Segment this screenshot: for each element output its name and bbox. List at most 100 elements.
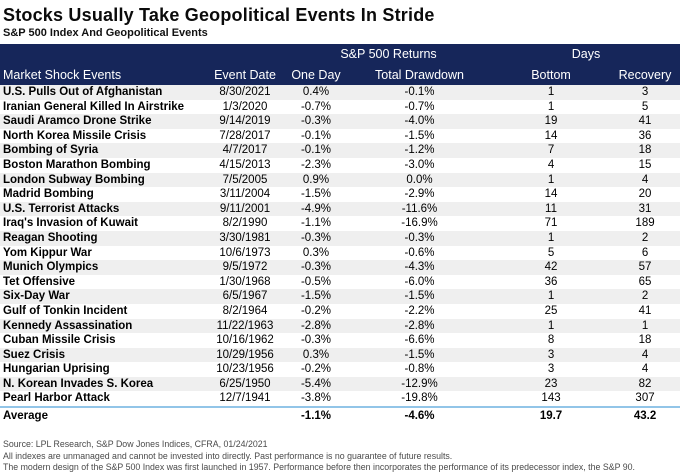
event-date-cell: 1/3/2020: [222, 100, 268, 113]
table-row: Tet Offensive 1/30/1968 -0.5% -6.0% 36 6…: [0, 275, 680, 290]
event-name-cell: U.S. Pulls Out of Afghanistan: [3, 86, 163, 98]
total-drawdown-cell: -6.6%: [404, 334, 435, 347]
total-drawdown-cell: -1.5%: [404, 129, 435, 142]
days-to-recovery-cell: 82: [638, 377, 652, 390]
table-row: Suez Crisis 10/29/1956 0.3% -1.5% 3 4: [0, 347, 680, 363]
days-to-bottom-cell: 36: [544, 275, 558, 288]
days-to-recovery-cell: 31: [638, 202, 652, 215]
days-to-recovery-cell: 41: [638, 115, 652, 128]
average-recovery-cell: 43.2: [610, 406, 680, 426]
event-date-cell: 10/6/1973: [219, 246, 271, 259]
table-row: Iranian General Killed In Airstrike 1/3/…: [0, 100, 680, 115]
days-to-recovery-cell: 307: [635, 392, 655, 405]
days-to-bottom-cell: 11: [545, 202, 557, 215]
table-row: Bombing of Syria 4/7/2017 -0.1% -1.2% 7 …: [0, 143, 680, 158]
event-date-cell: 6/5/1967: [222, 290, 268, 303]
event-date-cell: 10/16/1962: [216, 334, 274, 347]
days-to-bottom-cell: 143: [541, 392, 561, 405]
event-date-cell: 4/7/2017: [222, 144, 268, 157]
event-date-cell: 8/30/2021: [219, 86, 271, 98]
table-footer: Average -1.1% -4.6% 19.7 43.2: [0, 406, 680, 426]
one-day-return-cell: -0.1%: [300, 129, 332, 142]
total-drawdown-cell: -2.8%: [404, 319, 435, 332]
event-name-cell: North Korea Missile Crisis: [3, 129, 147, 142]
days-to-recovery-cell: 18: [638, 144, 652, 157]
event-name-cell: Yom Kippur War: [3, 246, 92, 259]
total-drawdown-cell: -0.3%: [404, 231, 435, 244]
total-drawdown-cell: -2.9%: [404, 188, 435, 201]
days-to-recovery-cell: 36: [638, 129, 652, 142]
days-to-recovery-cell: 189: [635, 217, 655, 230]
days-to-recovery-cell: 6: [641, 246, 649, 259]
one-day-return-cell: -3.8%: [300, 392, 332, 405]
table-row: Iraq's Invasion of Kuwait 8/2/1990 -1.1%…: [0, 216, 680, 231]
event-name-cell: Iraq's Invasion of Kuwait: [3, 217, 139, 230]
one-day-return-cell: -1.5%: [300, 290, 332, 303]
days-to-bottom-cell: 14: [544, 129, 558, 142]
days-to-recovery-cell: 65: [638, 275, 652, 288]
event-name-cell: Cuban Missile Crisis: [3, 334, 116, 347]
column-header-row: Market Shock Events Event Date One Day T…: [0, 64, 680, 85]
days-to-recovery-cell: 4: [641, 363, 649, 376]
total-drawdown-cell: -16.9%: [401, 217, 438, 230]
event-name-cell: Suez Crisis: [3, 348, 65, 361]
footnotes: Source: LPL Research, S&P Dow Jones Indi…: [0, 439, 680, 474]
total-drawdown-cell: -6.0%: [404, 275, 435, 288]
table-row: Boston Marathon Bombing 4/15/2013 -2.3% …: [0, 158, 680, 173]
column-header-total-drawdown: Total Drawdown: [347, 64, 493, 85]
event-date-cell: 9/11/2001: [219, 202, 271, 215]
total-drawdown-cell: -0.7%: [404, 100, 435, 113]
group-header-row: S&P 500 Returns Days: [0, 44, 680, 64]
table-body: U.S. Pulls Out of Afghanistan 8/30/2021 …: [0, 85, 680, 407]
event-date-cell: 6/25/1950: [219, 377, 271, 390]
column-header-market-shock-events: Market Shock Events: [0, 64, 205, 85]
days-to-recovery-cell: 1: [641, 319, 649, 332]
event-date-cell: 10/29/1956: [216, 348, 274, 361]
total-drawdown-cell: -4.0%: [404, 115, 435, 128]
table-row: Reagan Shooting 3/30/1981 -0.3% -0.3% 1 …: [0, 230, 680, 246]
days-to-bottom-cell: 4: [547, 158, 555, 171]
event-date-cell: 3/11/2004: [219, 188, 271, 201]
table-row: Saudi Aramco Drone Strike 9/14/2019 -0.3…: [0, 114, 680, 129]
days-to-bottom-cell: 3: [547, 363, 555, 376]
event-name-cell: Bombing of Syria: [3, 144, 99, 157]
one-day-return-cell: -0.2%: [300, 304, 332, 317]
event-date-cell: 8/2/1990: [222, 217, 268, 230]
total-drawdown-cell: -0.6%: [404, 246, 435, 259]
total-drawdown-cell: -19.8%: [401, 392, 438, 405]
days-to-recovery-cell: 18: [638, 334, 652, 347]
total-drawdown-cell: -11.6%: [401, 202, 438, 215]
table-row: Six-Day War 6/5/1967 -1.5% -1.5% 1 2: [0, 289, 680, 304]
event-name-cell: Hungarian Uprising: [3, 363, 110, 376]
event-date-cell: 9/5/1972: [222, 261, 268, 274]
one-day-return-cell: -5.4%: [300, 377, 332, 390]
table-row: Gulf of Tonkin Incident 8/2/1964 -0.2% -…: [0, 304, 680, 319]
table-row: North Korea Missile Crisis 7/28/2017 -0.…: [0, 129, 680, 144]
days-to-bottom-cell: 71: [544, 217, 558, 230]
one-day-return-cell: -1.1%: [300, 217, 332, 230]
days-to-bottom-cell: 8: [547, 334, 555, 347]
one-day-return-cell: -0.5%: [300, 275, 332, 288]
days-to-bottom-cell: 1: [547, 100, 555, 113]
event-name-cell: U.S. Terrorist Attacks: [3, 202, 120, 215]
event-date-cell: 8/2/1964: [222, 304, 268, 317]
days-to-bottom-cell: 3: [547, 348, 555, 361]
event-date-cell: 3/30/1981: [219, 231, 271, 244]
event-name-cell: London Subway Bombing: [3, 173, 145, 186]
one-day-return-cell: -0.3%: [300, 334, 332, 347]
total-drawdown-cell: -12.9%: [401, 377, 438, 390]
event-date-cell: 7/5/2005: [222, 173, 268, 186]
event-name-cell: Madrid Bombing: [3, 188, 94, 201]
event-name-cell: Reagan Shooting: [3, 231, 98, 244]
days-to-recovery-cell: 15: [638, 158, 652, 171]
total-drawdown-cell: -1.2%: [404, 144, 435, 157]
average-drawdown-cell: -4.6%: [347, 406, 493, 426]
days-to-bottom-cell: 1: [547, 290, 555, 303]
days-to-recovery-cell: 41: [638, 304, 652, 317]
table-row: U.S. Terrorist Attacks 9/11/2001 -4.9% -…: [0, 201, 680, 217]
event-name-cell: Kennedy Assassination: [3, 319, 133, 332]
one-day-return-cell: 0.9%: [302, 173, 330, 186]
total-drawdown-cell: -1.5%: [404, 290, 435, 303]
event-name-cell: Iranian General Killed In Airstrike: [3, 100, 185, 113]
event-date-cell: 9/14/2019: [219, 115, 271, 128]
